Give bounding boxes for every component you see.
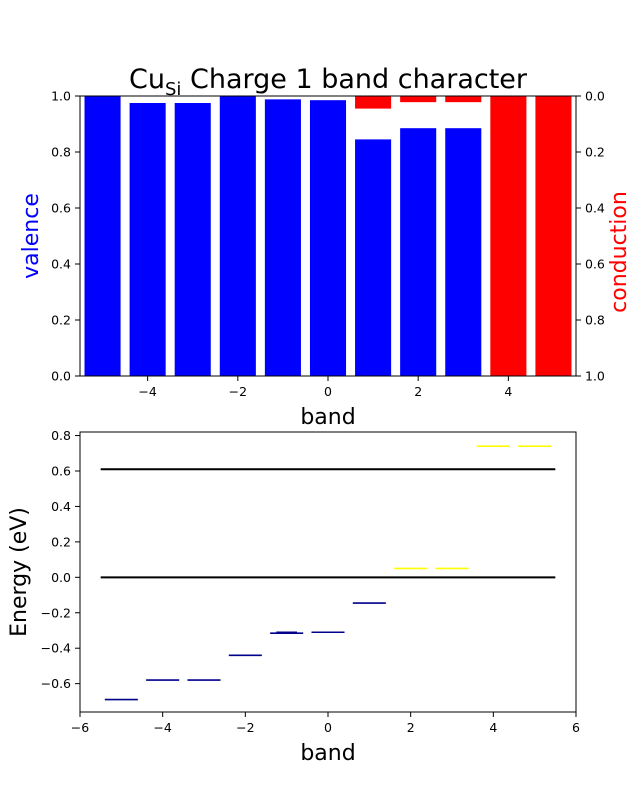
bottom-x-ticks: −6 −4 −2 0 2 4 6 (71, 712, 580, 735)
bottom-y-tick-label-2: −0.2 (41, 605, 71, 620)
bottom-y-tick-label-0: −0.6 (41, 676, 71, 691)
top-y-ticks-right: 0.0 0.2 0.4 0.6 0.8 1.0 (576, 89, 605, 384)
top-y-right-tick-label-4: 0.8 (585, 313, 605, 328)
top-y-right-tick-label-2: 0.4 (585, 201, 605, 216)
band-character-chart: CuSi Charge 1 band character −4 −2 0 2 4 0.0… (19, 64, 632, 430)
top-y-right-tick-label-1: 0.2 (585, 145, 605, 160)
valence-bar-1 (129, 103, 166, 376)
top-y-label-left: valence (19, 193, 44, 279)
top-y-label-right: conduction (607, 191, 632, 313)
valence-bar-7 (400, 128, 437, 376)
bottom-y-tick-label-4: 0.2 (51, 534, 71, 549)
top-y-ticks-left: 0.0 0.2 0.4 0.6 0.8 1.0 (51, 89, 80, 384)
top-x-tick-label-4: 4 (504, 384, 512, 399)
top-y-right-tick-label-5: 1.0 (585, 369, 605, 384)
top-y-left-tick-label-5: 1.0 (51, 89, 71, 104)
conduction-bar-7 (400, 96, 437, 103)
chart-title: CuSi Charge 1 band character (129, 64, 528, 100)
conduction-bar-8 (445, 96, 482, 103)
bottom-y-tick-label-3: 0.0 (51, 570, 71, 585)
top-x-tick-label-0: −4 (138, 384, 156, 399)
bottom-x-tick-label-5: 4 (489, 720, 497, 735)
valence-bar-2 (174, 103, 211, 376)
conduction-bar-6 (355, 96, 392, 109)
valence-bar-4 (264, 99, 301, 377)
top-y-left-tick-label-0: 0.0 (51, 369, 71, 384)
bottom-x-tick-label-4: 2 (407, 720, 415, 735)
top-y-left-tick-label-4: 0.8 (51, 145, 71, 160)
bottom-y-tick-label-6: 0.6 (51, 463, 71, 478)
top-y-left-tick-label-2: 0.4 (51, 257, 71, 272)
top-y-left-tick-label-3: 0.6 (51, 201, 71, 216)
top-x-tick-label-1: −2 (229, 384, 247, 399)
bottom-y-ticks: −0.6 −0.4 −0.2 0.0 0.2 0.4 0.6 0.8 (41, 428, 80, 691)
bottom-x-tick-label-3: 0 (324, 720, 332, 735)
top-x-tick-label-3: 2 (414, 384, 422, 399)
valence-bar-3 (219, 96, 256, 376)
bottom-y-label: Energy (eV) (7, 507, 32, 637)
bottom-x-label: band (300, 741, 355, 766)
conduction-bar-9 (490, 96, 527, 376)
title-rest: Charge 1 band character (181, 64, 528, 95)
bottom-y-tick-label-5: 0.4 (51, 499, 71, 514)
top-x-label: band (300, 405, 355, 430)
bottom-x-tick-label-2: −2 (236, 720, 254, 735)
title-main: Cu (129, 64, 165, 95)
top-y-left-tick-label-1: 0.2 (51, 313, 71, 328)
top-x-tick-label-2: 0 (324, 384, 332, 399)
top-bars (84, 96, 572, 377)
valence-bar-0 (84, 96, 121, 376)
bottom-y-tick-label-1: −0.4 (41, 641, 71, 656)
valence-bar-5 (309, 100, 347, 376)
bottom-x-tick-label-1: −4 (153, 720, 171, 735)
bottom-x-tick-label-0: −6 (71, 720, 89, 735)
bottom-plot-frame (79, 431, 577, 713)
title-subscript: Si (165, 79, 181, 100)
bottom-x-tick-label-6: 6 (572, 720, 580, 735)
bottom-y-tick-label-7: 0.8 (51, 428, 71, 443)
top-x-ticks: −4 −2 0 2 4 (138, 376, 512, 399)
top-y-right-tick-label-0: 0.0 (585, 89, 605, 104)
valence-bar-6 (355, 139, 392, 376)
top-y-right-tick-label-3: 0.6 (585, 257, 605, 272)
valence-bar-8 (445, 128, 482, 376)
conduction-bar-10 (535, 96, 572, 376)
energy-levels-chart: −6 −4 −2 0 2 4 6 −0.6 −0.4 −0.2 0.0 0.2 0.4 0.6 0.8 b… (7, 428, 580, 766)
energy-lines (100, 445, 556, 701)
